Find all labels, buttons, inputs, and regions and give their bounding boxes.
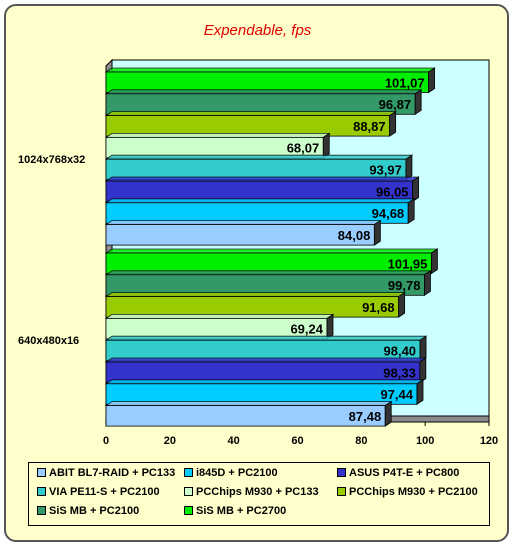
bar-top-face: [104, 401, 393, 407]
x-tick-label: 100: [416, 435, 434, 447]
x-tick-label: 0: [103, 435, 109, 447]
bar-side-face: [389, 110, 397, 137]
legend-swatch: [37, 467, 46, 477]
legend-label: VIA PE11-S + PC2100: [49, 486, 160, 498]
category-label: 640x480x16: [18, 335, 79, 347]
x-tick-label: 120: [480, 435, 498, 447]
bar-top-face: [104, 379, 425, 385]
bar-side-face: [419, 357, 427, 384]
bar-top-face: [104, 248, 439, 254]
legend-label: PCChips M930 + PC133: [196, 486, 319, 498]
bar-side-face: [398, 291, 406, 318]
data-label: 94,68: [372, 206, 405, 221]
bar-side-face: [419, 335, 427, 362]
bar-side-face: [322, 132, 330, 159]
legend-item: SiS MB + PC2100: [37, 505, 139, 517]
bar-top-face: [104, 292, 406, 298]
bar-top-face: [104, 357, 428, 363]
bar-side-face: [407, 198, 415, 225]
data-label: 87,48: [349, 409, 382, 424]
bar-top-face: [104, 335, 428, 341]
bar-side-face: [414, 89, 422, 116]
bar-top-face: [104, 154, 414, 160]
data-label: 101,07: [385, 75, 425, 90]
legend-item: PCChips M930 + PC2100: [337, 486, 478, 498]
data-label: 84,08: [338, 228, 371, 243]
bar-top-face: [104, 176, 420, 182]
bar-side-face: [405, 154, 413, 181]
legend-swatch: [184, 467, 193, 477]
legend-item: SiS MB + PC2700: [184, 505, 286, 517]
data-label: 98,40: [384, 343, 417, 358]
data-label: 99,78: [388, 278, 421, 293]
data-label: 97,44: [380, 387, 413, 402]
bar-side-face: [428, 67, 435, 94]
legend-item: i845D + PC2100: [184, 467, 278, 479]
legend-item: VIA PE11-S + PC2100: [37, 486, 160, 498]
legend-swatch: [337, 486, 346, 496]
x-tick-label: 40: [228, 435, 240, 447]
bar-side-face: [416, 379, 424, 406]
bar-top-face: [104, 220, 382, 226]
bar-side-face: [412, 176, 419, 203]
bar-side-face: [373, 219, 381, 246]
bar-top-face: [104, 67, 436, 73]
legend-swatch: [37, 505, 46, 515]
bar: [105, 405, 386, 427]
x-tick-label: 80: [355, 435, 367, 447]
chart-legend: ABIT BL7-RAID + PC133 i845D + PC2100 ASUS …: [28, 462, 490, 526]
data-label: 96,05: [376, 184, 409, 199]
bar-top-face: [104, 198, 416, 204]
data-label: 88,87: [353, 119, 386, 134]
bar: [105, 224, 375, 246]
legend-item: ABIT BL7-RAID + PC133: [37, 467, 175, 479]
legend-swatch: [37, 486, 46, 496]
legend-swatch: [184, 486, 193, 496]
legend-item: ASUS P4T-E + PC800: [337, 467, 459, 479]
data-label: 91,68: [362, 300, 395, 315]
bar-top-face: [104, 111, 397, 116]
data-label: 68,07: [287, 141, 320, 156]
data-label: 98,33: [383, 365, 416, 380]
bar-side-face: [384, 400, 392, 427]
x-tick-label: 20: [164, 435, 176, 447]
legend-label: i845D + PC2100: [196, 467, 278, 479]
category-label: 1024x768x32: [18, 154, 85, 166]
bar-side-face: [326, 313, 334, 340]
data-label: 93,97: [369, 162, 402, 177]
legend-label: SiS MB + PC2100: [49, 505, 140, 517]
data-label: 69,24: [290, 322, 323, 337]
x-tick-label: 60: [291, 435, 303, 447]
data-label: 96,87: [379, 97, 412, 112]
legend-label: ABIT BL7-RAID + PC133: [49, 467, 176, 479]
bar-top-face: [104, 132, 331, 138]
data-label: 101,95: [388, 256, 428, 271]
bar-top-face: [104, 270, 432, 276]
legend-label: PCChips M930 + PC2100: [349, 486, 478, 498]
bar-top-face: [104, 89, 423, 95]
bar-side-face: [430, 248, 438, 275]
bar-side-face: [424, 270, 431, 297]
chart-plot: 0 20 40 60 80 100 120 101,07 96,87 88,87 68,07 93,9…: [18, 58, 498, 447]
legend-item: PCChips M930 + PC133: [184, 486, 319, 498]
legend-swatch: [337, 467, 346, 477]
legend-swatch: [184, 505, 193, 515]
legend-label: SiS MB + PC2700: [196, 505, 287, 517]
bar-top-face: [104, 313, 335, 319]
chart-title: Expendable, fps: [203, 22, 312, 39]
legend-label: ASUS P4T-E + PC800: [349, 467, 460, 479]
